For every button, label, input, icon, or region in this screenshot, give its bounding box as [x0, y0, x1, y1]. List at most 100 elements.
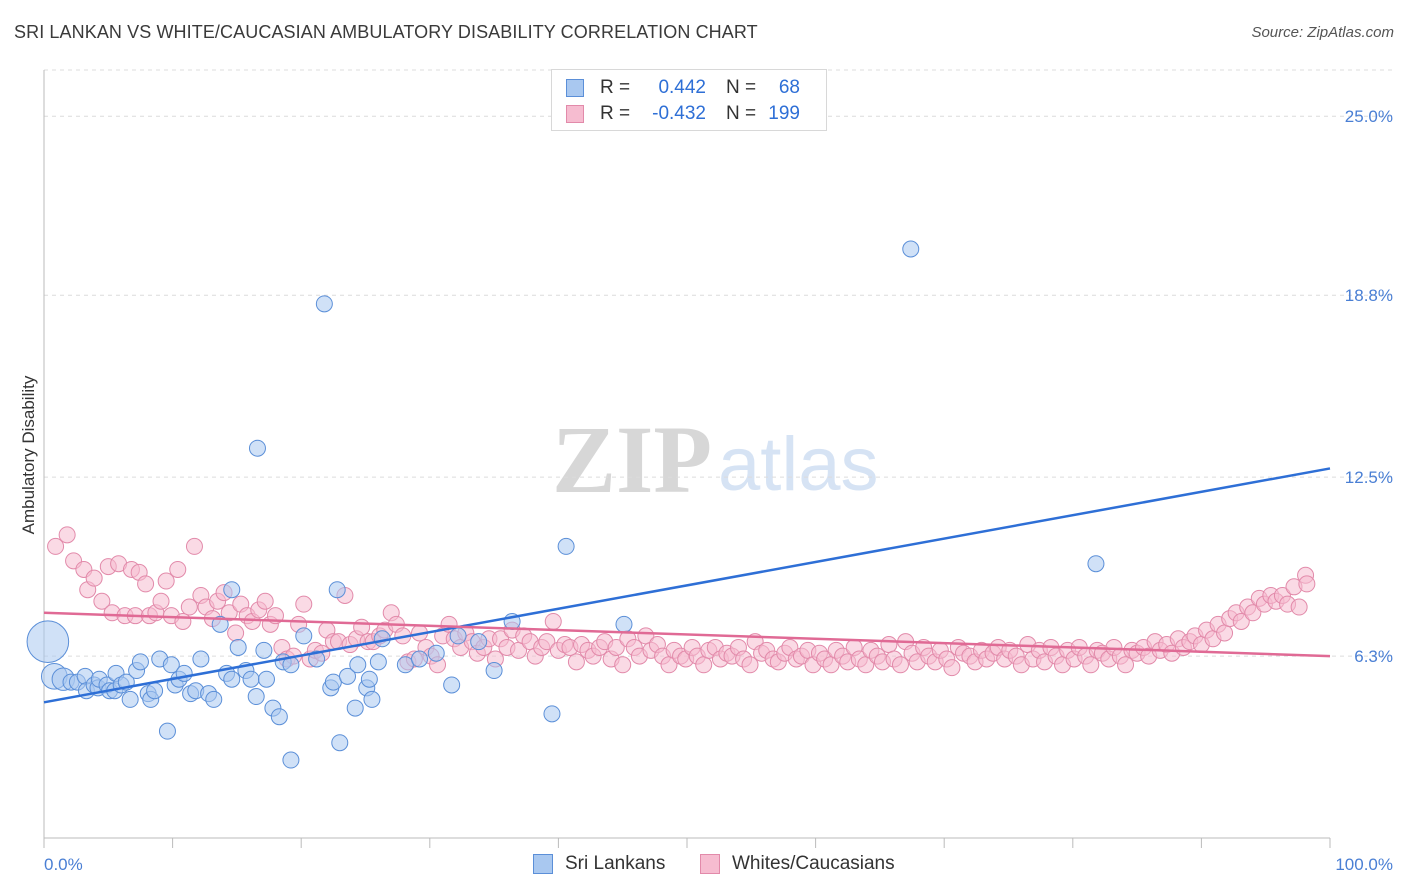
white-caucasian-point: [891, 656, 909, 674]
legend-r-value: 0.442: [658, 77, 706, 98]
sri-lankan-point: [242, 670, 260, 688]
bottom-legend-label: Whites/Caucasians: [732, 853, 895, 874]
source-label: Source: ZipAtlas.com: [1251, 24, 1394, 41]
white-caucasian-point: [137, 575, 155, 593]
sri-lankan-point: [338, 667, 356, 685]
white-caucasian-point: [174, 612, 192, 630]
watermark-zip: ZIP: [552, 406, 712, 513]
bottom-legend-label: Sri Lankans: [565, 853, 666, 874]
sri-lankan-point: [158, 722, 176, 740]
white-caucasian-point: [943, 659, 961, 677]
sri-lankan-point: [331, 734, 349, 752]
legend-r-value: -0.432: [652, 103, 706, 124]
sri-lankan-point: [315, 295, 333, 313]
legend-swatch-blue: [566, 79, 584, 97]
white-caucasian-point: [85, 569, 103, 587]
sri-lankan-point: [146, 682, 164, 700]
legend-n-label: N =: [726, 103, 757, 124]
sri-lankan-point: [485, 662, 503, 680]
sri-lankan-point: [615, 615, 633, 633]
white-caucasian-point: [567, 653, 585, 671]
white-caucasian-point: [295, 595, 313, 613]
sri-lankan-point: [449, 627, 467, 645]
x-tick-label: 100.0%: [1335, 855, 1393, 874]
sri-lankan-point: [192, 650, 210, 668]
sri-lankan-point: [349, 656, 367, 674]
white-caucasian-point: [614, 656, 632, 674]
sri-lankan-point: [223, 670, 241, 688]
legend-n-value: 68: [778, 77, 800, 98]
y-tick-label: 12.5%: [1345, 468, 1393, 487]
sri-lankan-point: [396, 656, 414, 674]
sri-lankan-point: [255, 641, 273, 659]
bottom-legend-swatch-pink: [700, 854, 720, 874]
white-caucasian-point: [152, 592, 170, 610]
x-tick-label: 0.0%: [44, 855, 83, 874]
legend-r-label: R =: [600, 103, 631, 124]
white-caucasian-point: [1117, 656, 1135, 674]
sri-lankan-point: [247, 688, 265, 706]
sri-lankan-point: [470, 633, 488, 651]
white-caucasian-point: [1082, 656, 1100, 674]
bottom-legend-whites: Whites/Caucasians: [700, 852, 895, 876]
sri-lankan-point: [363, 690, 381, 708]
sri-lankan-point: [211, 615, 229, 633]
sri-lankan-point: [324, 673, 342, 691]
sri-lankan-point: [902, 240, 920, 258]
bottom-legend-swatch-blue: [533, 854, 553, 874]
white-caucasian-point: [544, 612, 562, 630]
legend-row-sri-lankans: R = 0.442 N = 68: [566, 76, 800, 100]
white-caucasian-point: [157, 572, 175, 590]
sri-lankan-point: [295, 627, 313, 645]
white-caucasian-point: [607, 638, 625, 656]
legend-row-whites: R = -0.432 N = 199: [566, 102, 800, 126]
chart-title: SRI LANKAN VS WHITE/CAUCASIAN AMBULATORY…: [14, 22, 758, 42]
y-tick-label: 6.3%: [1354, 647, 1393, 666]
sri-lankan-point: [557, 537, 575, 555]
sri-lankan-point: [270, 708, 288, 726]
white-caucasian-point: [1290, 598, 1308, 616]
y-tick-label: 18.8%: [1345, 286, 1393, 305]
sri-lankan-point: [543, 705, 561, 723]
white-caucasian-point: [169, 560, 187, 578]
sri-lankan-point: [346, 699, 364, 717]
white-caucasian-point: [538, 633, 556, 651]
watermark-atlas: atlas: [718, 422, 879, 507]
sri-lankan-point: [1087, 555, 1105, 573]
white-caucasian-point: [220, 604, 238, 622]
white-caucasian-point: [1216, 624, 1234, 642]
white-caucasian-point: [741, 656, 759, 674]
white-caucasian-point: [1298, 575, 1316, 593]
sri-lankan-point: [282, 751, 300, 769]
white-caucasian-point: [185, 537, 203, 555]
sri-lankan-point: [205, 690, 223, 708]
white-caucasian-point: [47, 537, 65, 555]
legend: R = 0.442 N = 68 R = -0.432 N = 199: [551, 69, 827, 131]
white-caucasian-trendline: [43, 611, 1331, 658]
sri-lankan-point: [427, 644, 445, 662]
sri-lankan-point: [26, 620, 70, 663]
y-tick-label: 25.0%: [1345, 107, 1393, 126]
y-axis-label: Ambulatory Disability: [19, 375, 38, 534]
white-caucasian-point: [880, 636, 898, 654]
legend-r-label: R =: [600, 77, 631, 98]
sri-lankan-point: [411, 650, 429, 668]
sri-lankan-point: [131, 653, 149, 671]
white-caucasian-point: [695, 656, 713, 674]
legend-n-label: N =: [726, 77, 757, 98]
white-caucasian-point: [256, 592, 274, 610]
sri-lankan-trendline: [43, 467, 1331, 704]
white-caucasian-point: [180, 598, 198, 616]
bottom-legend-sri-lankans: Sri Lankans: [533, 852, 665, 876]
white-caucasian-point: [58, 526, 76, 544]
sri-lankan-point: [328, 581, 346, 599]
legend-n-value: 199: [768, 103, 800, 124]
white-caucasian-point: [353, 618, 371, 636]
sri-lankan-point: [257, 670, 275, 688]
sri-lankan-point: [443, 676, 461, 694]
white-caucasian-point: [1244, 604, 1262, 622]
sri-lankan-point: [248, 439, 266, 457]
sri-lankan-point: [369, 653, 387, 671]
legend-swatch-pink: [566, 105, 584, 123]
